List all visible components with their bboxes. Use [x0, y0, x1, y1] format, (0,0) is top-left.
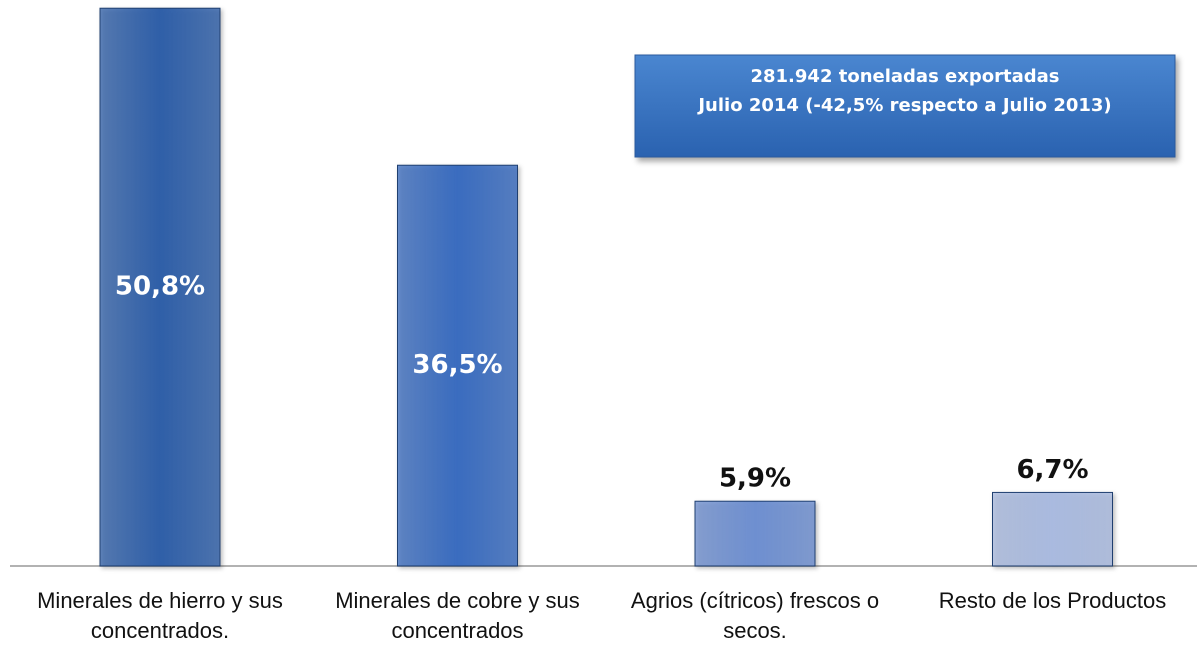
x-tick-label: Agrios (cítricos) frescos o secos. — [630, 588, 880, 643]
x-tick-label: Resto de los Productos — [938, 588, 1167, 613]
x-tick-label: Minerales de hierro y sus concentrados. — [37, 588, 283, 643]
value-label: 6,7% — [1016, 455, 1088, 485]
value-label: 36,5% — [412, 350, 502, 380]
x-tick-label: Minerales de cobre y sus concentrados — [335, 588, 580, 643]
annotation-line: 281.942 toneladas exportadas — [750, 66, 1059, 87]
annotation-box — [634, 54, 1176, 158]
bar — [99, 7, 221, 567]
bar — [992, 491, 1113, 567]
bar — [397, 164, 518, 567]
value-label: 50,8% — [115, 272, 205, 302]
bar — [694, 500, 816, 567]
value-label: 5,9% — [719, 464, 791, 494]
annotation-line: Julio 2014 (-42,5% respecto a Julio 2013… — [696, 95, 1111, 116]
